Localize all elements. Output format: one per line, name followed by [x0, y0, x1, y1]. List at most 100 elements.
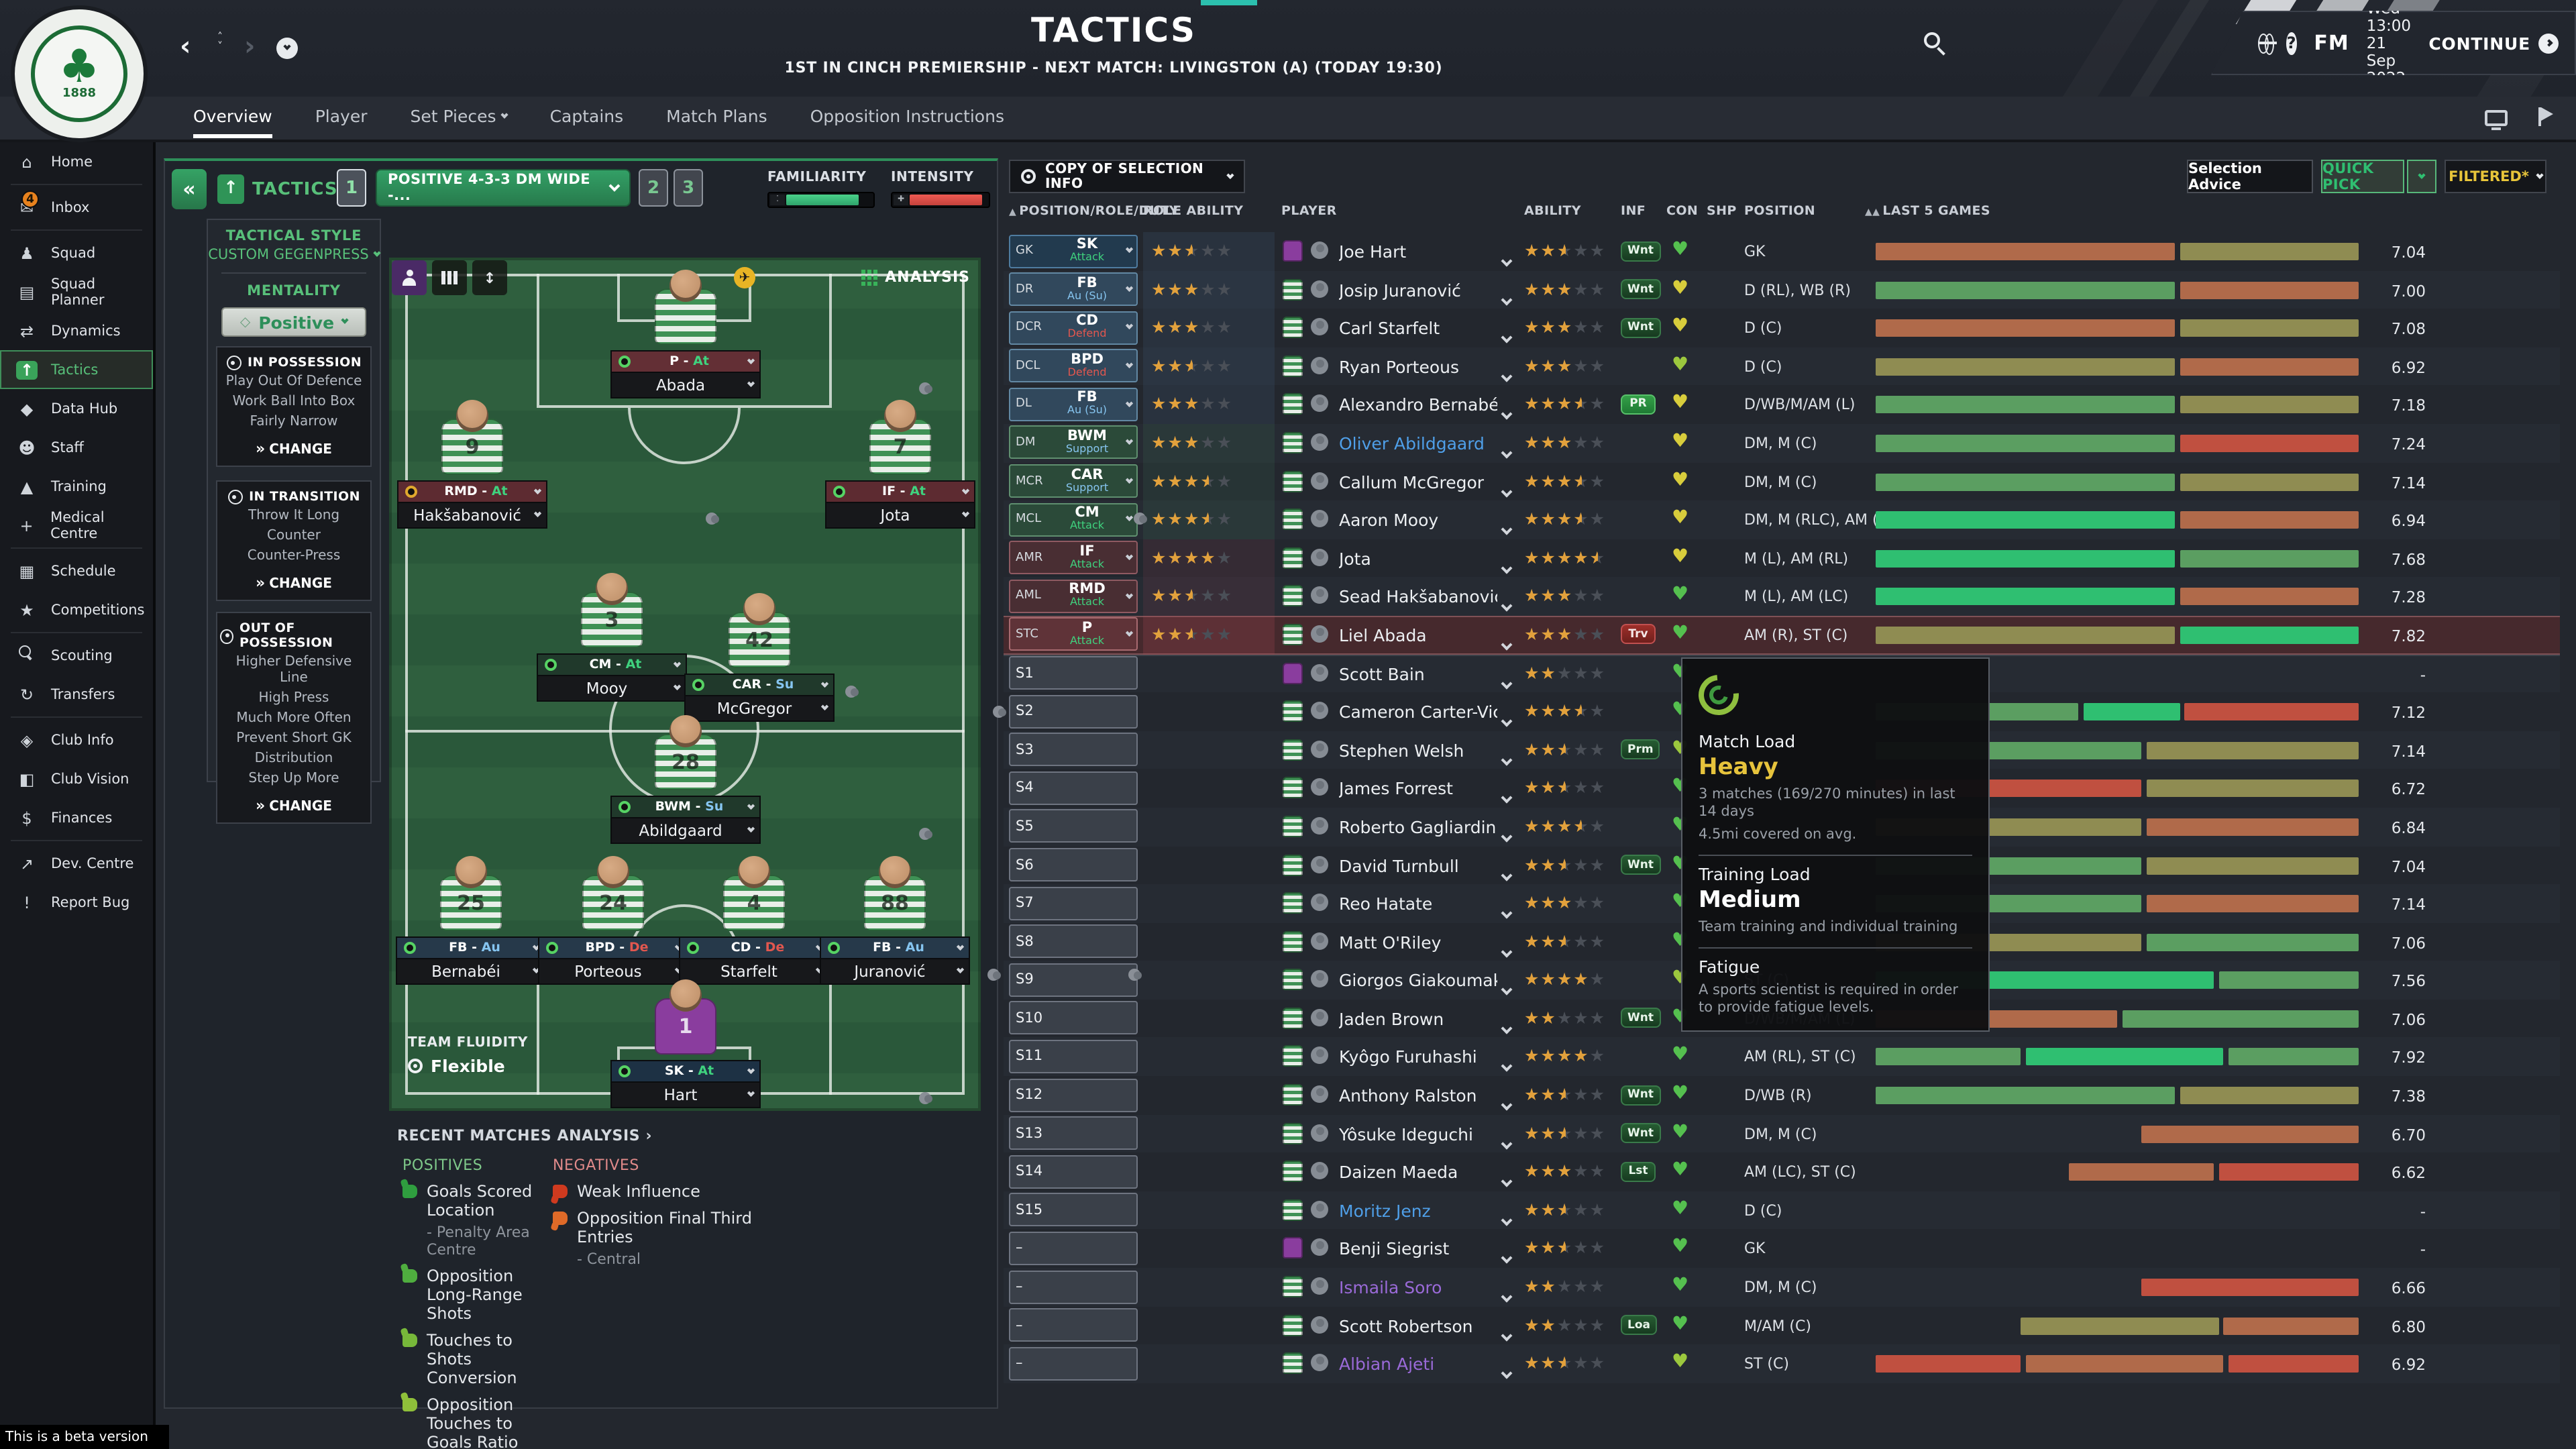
player-name[interactable]: Yôsuke Ideguchi	[1339, 1124, 1473, 1144]
position-role-cell[interactable]: MCL CM Attack	[1009, 502, 1138, 537]
player-name[interactable]: Ryan Porteous	[1339, 356, 1460, 377]
player-name-dropdown[interactable]: Starfelt	[679, 959, 1000, 985]
position-role-cell[interactable]: S9	[1009, 963, 1138, 997]
change-button[interactable]: » CHANGE	[256, 574, 332, 592]
tab-opposition-instructions[interactable]: Opposition Instructions	[810, 106, 1004, 126]
player-name[interactable]: Giorgos Giakoumakis	[1339, 970, 1497, 991]
player-name-dropdown[interactable]: Hakšabanović	[397, 503, 718, 529]
role-duty-dropdown[interactable]: FB - Au	[820, 936, 970, 959]
player-dropdown[interactable]	[1501, 362, 1513, 388]
player-name[interactable]: Sead Hakšabanović	[1339, 586, 1497, 607]
sidebar-item-dynamics[interactable]: ⇄ Dynamics	[0, 311, 153, 350]
player-dropdown[interactable]	[1501, 899, 1513, 924]
tab-player[interactable]: Player	[315, 106, 368, 126]
club-crest[interactable]: ♣ 1888	[11, 5, 148, 142]
player-name[interactable]: Scott Bain	[1339, 663, 1425, 684]
player-dropdown[interactable]	[1501, 1283, 1513, 1308]
player-name[interactable]: Ismaila Soro	[1339, 1277, 1442, 1298]
player-name[interactable]: James Forrest	[1339, 778, 1453, 799]
position-role-cell[interactable]: STC P Attack	[1009, 617, 1138, 651]
player-dropdown[interactable]	[1501, 477, 1513, 502]
role-duty-dropdown[interactable]: IF - At	[825, 480, 975, 503]
player-name[interactable]: David Turnbull	[1339, 855, 1459, 875]
stats-view-button[interactable]	[432, 260, 467, 295]
player-dropdown[interactable]	[1501, 439, 1513, 464]
position-role-cell[interactable]: DCL BPD Defend	[1009, 349, 1138, 383]
player-dropdown[interactable]	[1501, 631, 1513, 656]
column-header-ability[interactable]: ABILITY	[1524, 204, 1581, 219]
position-role-cell[interactable]: DCR CD Defend	[1009, 311, 1138, 345]
column-header-position-role-duty[interactable]: ▲ POSITION/ROLE/DUTY	[1009, 204, 1179, 219]
player-dropdown[interactable]	[1501, 247, 1513, 272]
continue-button[interactable]: CONTINUE	[2428, 33, 2575, 53]
position-role-cell[interactable]: S15	[1009, 1193, 1138, 1227]
pitch-player-hart[interactable]: 1 SK - At Hart	[610, 979, 932, 1108]
position-role-cell[interactable]: –	[1009, 1231, 1138, 1265]
position-role-cell[interactable]: –	[1009, 1270, 1138, 1304]
player-dropdown[interactable]	[1501, 784, 1513, 810]
pitch-player-porteous[interactable]: 24 BPD - De Porteous	[538, 856, 859, 985]
fullscreen-icon[interactable]	[2485, 110, 2508, 130]
pitch-player-juranovi-[interactable]: 88 FB - Au Juranović	[820, 856, 1141, 985]
player-name[interactable]: Callum McGregor	[1339, 472, 1485, 492]
table-row[interactable]: S15 Moritz Jenz ★★★★★★★★★★ ♥ D (C) -	[1004, 1191, 2560, 1230]
player-dropdown[interactable]	[1501, 1168, 1513, 1193]
player-dropdown[interactable]	[1501, 1014, 1513, 1040]
player-name-dropdown[interactable]: Juranović	[820, 959, 1141, 985]
sidebar-item-home[interactable]: ⌂ Home	[0, 142, 153, 181]
quick-pick-button[interactable]: QUICK PICK	[2321, 160, 2404, 193]
player-dropdown[interactable]	[1501, 285, 1513, 311]
player-name-dropdown[interactable]: Abada	[610, 373, 932, 398]
tactic-slot-2[interactable]: 2	[639, 169, 668, 207]
sidebar-item-training[interactable]: ▲ Training	[0, 467, 153, 506]
player-name-dropdown[interactable]: Bernabéi	[396, 959, 717, 985]
change-button[interactable]: » CHANGE	[256, 797, 332, 814]
position-role-cell[interactable]: AML RMD Attack	[1009, 579, 1138, 613]
pitch-player-jota[interactable]: 7 IF - At Jota	[825, 400, 1146, 529]
table-row[interactable]: S11 Kyôgo Furuhashi ★★★★★★★★★★ ♥ AM (RL), ST…	[1004, 1037, 2560, 1078]
back-button[interactable]: ‹	[180, 30, 191, 62]
table-row[interactable]: S13 Yôsuke Ideguchi ★★★★★★★★★★ Wnt ♥ DM, M (C…	[1004, 1114, 2560, 1155]
position-role-cell[interactable]: S11	[1009, 1039, 1138, 1073]
position-role-cell[interactable]: MCR CAR Support	[1009, 464, 1138, 498]
sidebar-item-club-vision[interactable]: ◧ Club Vision	[0, 759, 153, 798]
position-role-cell[interactable]: –	[1009, 1308, 1138, 1342]
tab-captains[interactable]: Captains	[549, 106, 624, 126]
position-role-cell[interactable]: S10	[1009, 1001, 1138, 1035]
sidebar-item-transfers[interactable]: ↻ Transfers	[0, 675, 153, 714]
player-dropdown[interactable]	[1501, 745, 1513, 771]
player-name-dropdown[interactable]: Abildgaard	[610, 818, 932, 844]
player-name[interactable]: Liel Abada	[1339, 625, 1427, 645]
player-name-dropdown[interactable]: Hart	[610, 1083, 932, 1108]
table-row[interactable]: – Benji Siegrist ★★★★★★★★★★ ♥ GK -	[1004, 1229, 2560, 1270]
tab-overview[interactable]: Overview	[193, 97, 272, 138]
pitch-player-bernab-i[interactable]: 25 FB - Au Bernabéi	[396, 856, 717, 985]
position-role-cell[interactable]: S2	[1009, 694, 1138, 729]
sidebar-item-scouting[interactable]: Scouting	[0, 636, 153, 675]
sidebar-item-squad[interactable]: ♟ Squad	[0, 233, 153, 272]
player-name[interactable]: Jaden Brown	[1339, 1008, 1444, 1029]
tab-match-plans[interactable]: Match Plans	[666, 106, 767, 126]
player-dropdown[interactable]	[1501, 1244, 1513, 1270]
role-duty-dropdown[interactable]: BPD - De	[538, 936, 688, 959]
player-dropdown[interactable]	[1501, 1129, 1513, 1155]
player-dropdown[interactable]	[1501, 1053, 1513, 1078]
player-dropdown[interactable]	[1501, 323, 1513, 349]
filter-dropdown[interactable]: FILTERED*	[2445, 160, 2546, 193]
sidebar-item-schedule[interactable]: ▦ Schedule	[0, 551, 153, 590]
position-role-cell[interactable]: –	[1009, 1346, 1138, 1381]
column-header-last-5-games[interactable]: ▲▲ LAST 5 GAMES	[1865, 204, 1990, 219]
tactic-slot-1[interactable]: 1	[337, 169, 366, 207]
pitch-player-hak-abanovi-[interactable]: 9 RMD - At Hakšabanović	[397, 400, 718, 529]
pitch-player-abildgaard[interactable]: 28 BWM - Su Abildgaard	[610, 715, 932, 844]
position-role-cell[interactable]: S8	[1009, 924, 1138, 959]
tactic-preset-dropdown[interactable]: POSITIVE 4-3-3 DM WIDE -...	[376, 169, 631, 207]
player-dropdown[interactable]	[1501, 1091, 1513, 1116]
player-name[interactable]: Daizen Maeda	[1339, 1162, 1458, 1183]
player-name[interactable]: Alexandro Bernabéi	[1339, 394, 1497, 415]
player-name-dropdown[interactable]: McGregor	[684, 696, 1006, 722]
player-name-dropdown[interactable]: Porteous	[538, 959, 859, 985]
